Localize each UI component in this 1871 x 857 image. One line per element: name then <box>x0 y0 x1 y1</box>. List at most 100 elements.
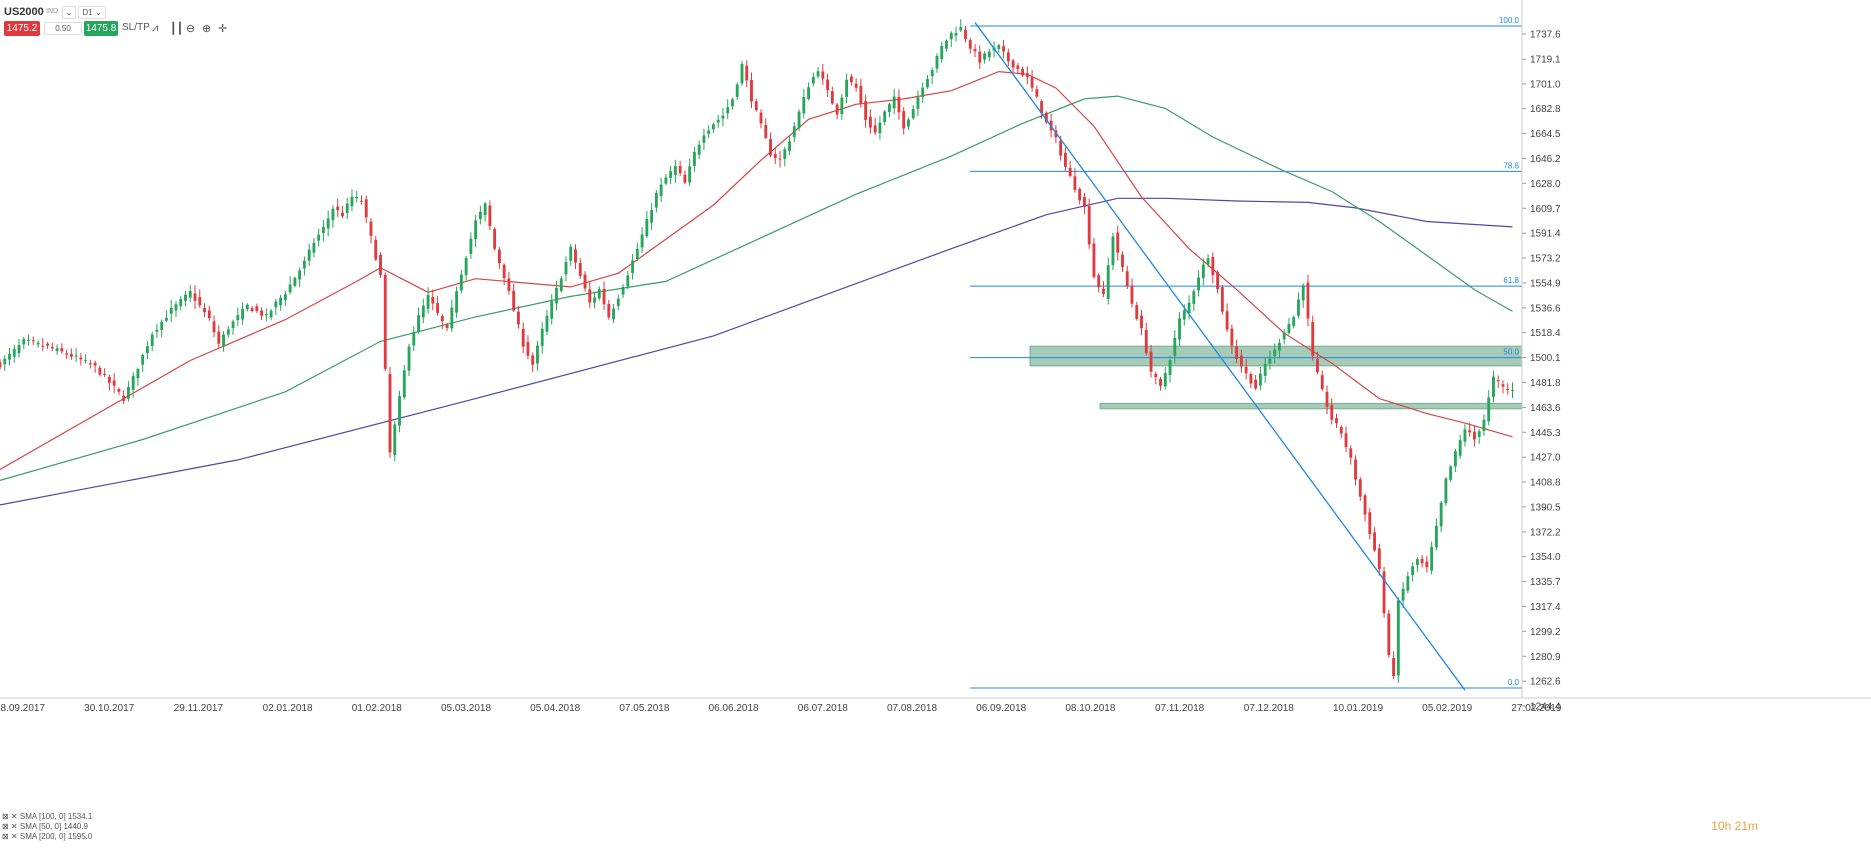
candle-body <box>293 277 297 286</box>
candle-body <box>764 124 768 138</box>
y-tick-label: 1262.6 <box>1530 677 1561 688</box>
candle-body <box>383 274 387 369</box>
candle-body <box>835 104 839 115</box>
candle-body <box>1420 558 1424 564</box>
indicator-legend: ⊠ ✕ SMA [100, 0] 1534.1 ⊠ ✕ SMA [50, 0] … <box>2 812 92 842</box>
symbol-dropdown-icon[interactable]: ⌄ <box>62 6 76 19</box>
candle-body <box>1249 373 1253 384</box>
candle-body <box>1268 358 1272 364</box>
candle-body <box>1330 405 1334 420</box>
candle-body <box>683 174 687 183</box>
candle-body <box>721 115 725 119</box>
candle-body <box>1211 257 1215 276</box>
candle-body <box>493 228 497 249</box>
candle-body <box>788 141 791 151</box>
candle-body <box>1244 366 1248 374</box>
candle-body <box>1506 388 1510 390</box>
time-remaining-label: 10h 21m <box>1711 819 1758 833</box>
candle-body <box>264 314 268 316</box>
candle-body <box>1006 52 1010 62</box>
candle-body <box>669 171 673 178</box>
legend-sma-100[interactable]: ⊠ ✕ SMA [100, 0] 1534.1 <box>2 812 93 821</box>
candle-body <box>707 130 711 134</box>
candle-body <box>521 328 525 347</box>
candle-body <box>274 301 278 308</box>
candle-body <box>997 45 1001 49</box>
candle-body <box>1197 277 1201 291</box>
candle-body <box>0 362 2 368</box>
chart-toolbar: US2000 IND ⌄ D1 ⌄ 1475.2 0.50 1475.8 SL/… <box>0 0 300 40</box>
candle-body <box>117 388 121 392</box>
timeframe-select[interactable]: D1 ⌄ <box>78 6 106 19</box>
candle-body <box>1044 112 1048 123</box>
candles-icon[interactable]: ┃┃ <box>170 23 184 35</box>
candle-body <box>826 79 830 90</box>
y-tick-label: 1317.4 <box>1530 602 1561 613</box>
candle-body <box>379 254 382 275</box>
y-tick-label: 1372.2 <box>1530 527 1561 538</box>
candle-body <box>279 297 283 306</box>
candle-body <box>1059 140 1063 156</box>
x-tick-label: 29.11.2017 <box>174 703 224 714</box>
legend-sma-50[interactable]: ⊠ ✕ SMA [50, 0] 1440.9 <box>2 822 88 831</box>
candle-body <box>260 310 264 316</box>
candle-body <box>483 203 487 216</box>
candle-body <box>1297 299 1300 316</box>
crosshair-icon[interactable]: ✛ <box>218 23 228 35</box>
candle-body <box>987 51 991 58</box>
candle-body <box>1082 197 1086 207</box>
zoom-out-icon[interactable]: ⊖ <box>186 23 196 35</box>
sell-price-button[interactable]: 1475.2 <box>4 21 40 36</box>
buy-price-button[interactable]: 1475.8 <box>84 21 118 36</box>
candle-body <box>731 99 734 107</box>
candle-body <box>864 101 868 121</box>
candle-body <box>331 208 335 221</box>
candle-body <box>165 317 168 321</box>
x-tick-label: 07.08.2018 <box>887 703 937 714</box>
candle-body <box>69 353 73 357</box>
candle-body <box>1092 243 1096 277</box>
candle-body <box>926 79 929 88</box>
sltp-button[interactable]: SL/TP <box>122 22 150 33</box>
candle-body <box>645 218 649 237</box>
candle-body <box>750 80 753 102</box>
candle-body <box>345 203 349 214</box>
candle-body <box>1492 376 1495 398</box>
candle-body <box>612 308 615 320</box>
candle-body <box>1501 384 1505 387</box>
candle-body <box>184 294 187 301</box>
y-tick-label: 1335.7 <box>1530 577 1561 588</box>
candle-body <box>1358 479 1362 497</box>
legend-sma-200[interactable]: ⊠ ✕ SMA [200, 0] 1595.0 <box>2 832 93 841</box>
candle-body <box>574 249 577 263</box>
candle-body <box>12 348 16 357</box>
candle-body <box>431 296 435 304</box>
candle-body <box>555 287 558 304</box>
fib-label-50.0: 50.0 <box>1503 348 1519 357</box>
candle-body <box>455 291 459 313</box>
candle-body <box>417 315 420 332</box>
candle-body <box>1173 337 1177 356</box>
candle-body <box>355 196 359 199</box>
candle-body <box>650 210 654 223</box>
candle-body <box>74 355 78 357</box>
y-tick-label: 1536.6 <box>1530 303 1561 314</box>
x-tick-label: 07.05.2018 <box>619 703 669 714</box>
candle-body <box>1377 548 1381 570</box>
candle-body <box>935 55 939 69</box>
candle-body <box>1087 206 1091 245</box>
candle-body <box>1449 466 1453 480</box>
x-tick-label: 27.02.2019 <box>1511 703 1561 714</box>
candle-body <box>1178 318 1181 340</box>
zoom-in-icon[interactable]: ⊕ <box>202 23 212 35</box>
candle-body <box>169 307 173 314</box>
candle-body <box>1387 613 1391 655</box>
fib-label-100.0: 100.0 <box>1499 16 1520 25</box>
y-tick-label: 1591.4 <box>1530 229 1561 240</box>
line-chart-icon[interactable]: ⩘ <box>152 22 159 34</box>
y-tick-label: 1664.5 <box>1530 129 1561 140</box>
candle-body <box>616 298 620 306</box>
candle-body <box>412 331 416 346</box>
candle-body <box>873 125 877 133</box>
